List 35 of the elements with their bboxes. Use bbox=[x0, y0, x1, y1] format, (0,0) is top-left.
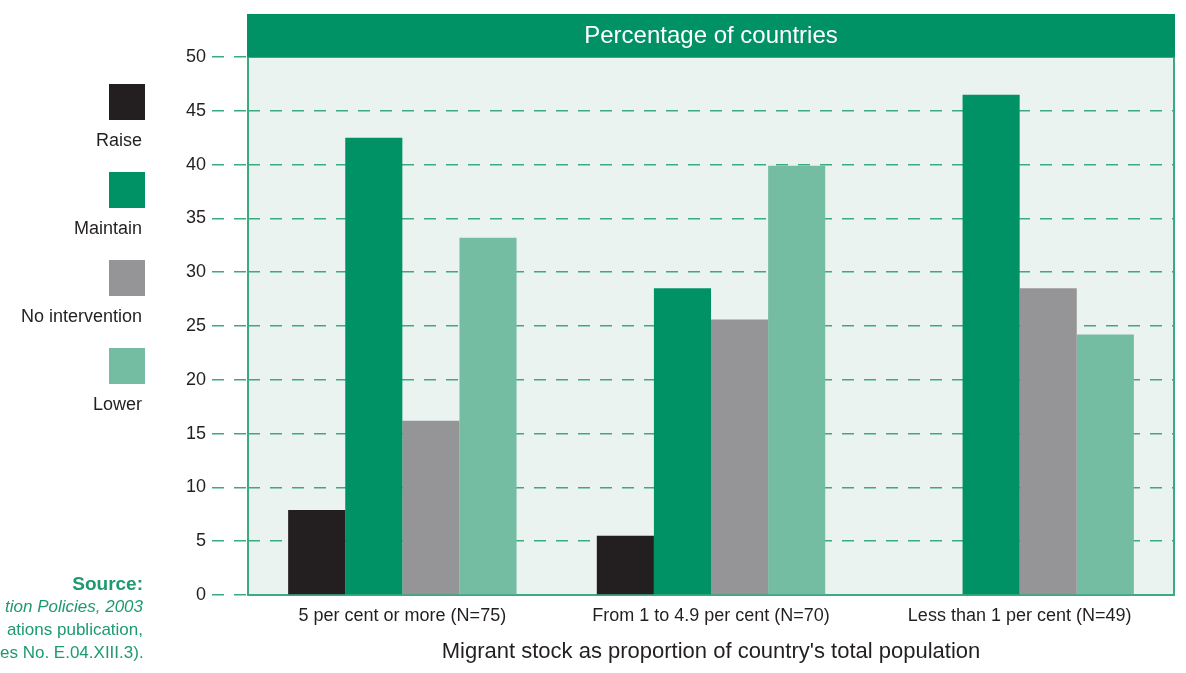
x-axis-title: Migrant stock as proportion of country's total population bbox=[441, 637, 981, 663]
bar bbox=[711, 319, 769, 595]
y-tick-label: 50 bbox=[185, 45, 207, 66]
chart-title: Percentage of countries bbox=[584, 21, 838, 49]
text: tion Policies, 2003 bbox=[4, 596, 143, 618]
y-tick-label: 25 bbox=[185, 314, 207, 335]
bar bbox=[1076, 334, 1134, 595]
legend-label: Maintain bbox=[73, 218, 142, 239]
bar bbox=[653, 288, 712, 595]
y-tick-label: 35 bbox=[185, 207, 207, 228]
x-tick-label: Less than 1 per cent (N=49) bbox=[907, 604, 1132, 625]
y-tick-label: 15 bbox=[185, 422, 207, 443]
bar bbox=[962, 94, 1020, 595]
y-tick-label: 30 bbox=[185, 261, 207, 282]
y-tick-label: 20 bbox=[185, 368, 207, 389]
y-tick-label: 10 bbox=[185, 476, 207, 497]
bar bbox=[288, 510, 346, 595]
bar bbox=[1019, 288, 1077, 595]
y-tick-label: 40 bbox=[185, 153, 207, 174]
bar bbox=[596, 535, 654, 595]
y-tick-label: 45 bbox=[185, 99, 207, 120]
text: es No. E.04.XIII.3). bbox=[0, 642, 144, 664]
legend-label: No intervention bbox=[20, 306, 142, 327]
bar bbox=[345, 137, 403, 595]
x-tick-label: From 1 to 4.9 per cent (N=70) bbox=[592, 604, 830, 625]
bar bbox=[459, 237, 517, 595]
legend-label: Lower bbox=[92, 394, 142, 415]
text: ations publication, bbox=[5, 619, 143, 641]
bar bbox=[768, 165, 826, 595]
bar bbox=[402, 420, 460, 595]
legend-label: Raise bbox=[95, 130, 142, 151]
source-note: Source: bbox=[71, 572, 143, 595]
x-tick-label: 5 per cent or more (N=75) bbox=[298, 604, 507, 625]
y-tick-label: 0 bbox=[196, 583, 207, 604]
y-tick-label: 5 bbox=[196, 530, 207, 551]
